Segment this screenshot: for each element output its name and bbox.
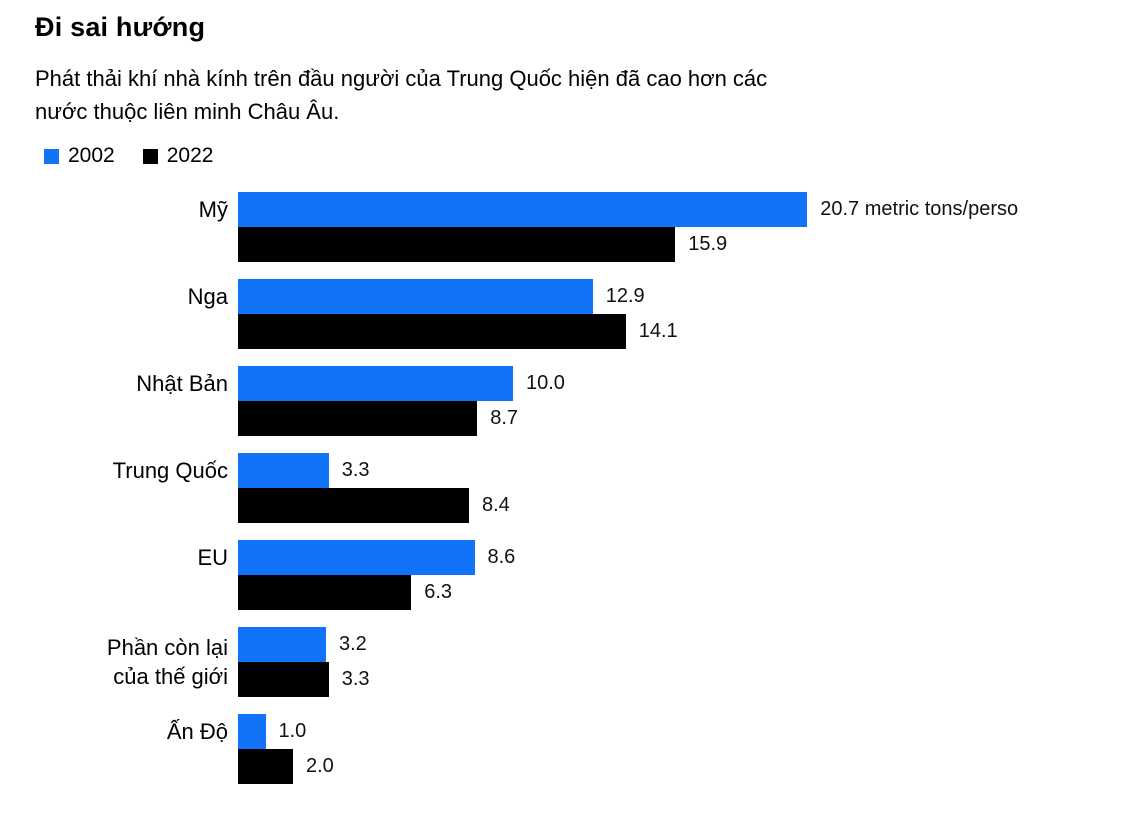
category-label: Mỹ xyxy=(198,197,228,222)
chart-subtitle: Phát thải khí nhà kính trên đầu người củ… xyxy=(35,66,768,124)
bar-line: 3.3 xyxy=(238,662,370,697)
bar-2022 xyxy=(238,488,469,523)
bar-line: 8.7 xyxy=(238,401,565,436)
bar-2022 xyxy=(238,401,478,436)
value-label-2002: 20.7 metric tons/perso xyxy=(820,198,1019,220)
bar-group: EU 8.6 6.3 xyxy=(0,540,1132,610)
bar-pair: 1.0 2.0 xyxy=(238,714,334,784)
value-label-2002: 3.2 xyxy=(339,633,367,655)
bar-pair: 8.6 6.3 xyxy=(238,540,515,610)
category-label: Phần còn lại của thế giới xyxy=(106,635,228,689)
bar-group: Ấn Độ 1.0 2.0 xyxy=(0,714,1132,784)
bar-line: 20.7 metric tons/perso xyxy=(238,192,1018,227)
legend: 2002 2022 xyxy=(44,144,213,168)
category-label: Ấn Độ xyxy=(166,719,228,744)
bar-pair: 10.0 8.7 xyxy=(238,366,565,436)
bar-2022 xyxy=(238,749,293,784)
category-label-col: Ấn Độ xyxy=(0,714,228,749)
value-label-2022: 3.3 xyxy=(341,668,370,690)
value-label-2002: 3.3 xyxy=(341,459,370,481)
value-label-2022: 14.1 xyxy=(638,320,678,342)
legend-item-2002: 2002 xyxy=(44,144,115,168)
legend-item-2022: 2022 xyxy=(142,144,214,168)
bar-pair: 20.7 metric tons/perso 15.9 xyxy=(238,192,1018,262)
bar-group: Mỹ 20.7 metric tons/perso 15.9 xyxy=(0,192,1132,262)
category-label-col: EU xyxy=(0,540,228,575)
bar-2002 xyxy=(238,714,266,749)
bar-group: Nga 12.9 14.1 xyxy=(0,279,1132,349)
bar-2002 xyxy=(238,453,329,488)
bar-line: 1.0 xyxy=(238,714,334,749)
bar-pair: 3.2 3.3 xyxy=(238,627,370,697)
legend-swatch-2002-icon xyxy=(44,148,59,164)
category-label-col: Phần còn lại của thế giới xyxy=(0,627,228,697)
bar-group: Phần còn lại của thế giới 3.2 3.3 xyxy=(0,627,1132,697)
bar-2002 xyxy=(238,366,513,401)
bar-2002 xyxy=(238,627,326,662)
category-label: Nhật Bản xyxy=(136,371,228,396)
value-label-2002: 12.9 xyxy=(605,285,645,307)
bar-pair: 3.3 8.4 xyxy=(238,453,510,523)
category-label: EU xyxy=(197,545,228,570)
bar-2002 xyxy=(238,540,475,575)
legend-label-2002: 2002 xyxy=(68,144,115,167)
category-label-col: Nhật Bản xyxy=(0,366,228,401)
bar-pair: 12.9 14.1 xyxy=(238,279,678,349)
value-label-2022: 15.9 xyxy=(688,233,728,255)
bar-line: 10.0 xyxy=(238,366,565,401)
value-label-2022: 8.7 xyxy=(490,407,519,429)
bar-2022 xyxy=(238,662,329,697)
chart: Mỹ 20.7 metric tons/perso 15.9 Nga 12.9 14.1 N… xyxy=(0,192,1132,784)
value-label-2002: 1.0 xyxy=(278,720,307,742)
value-label-2002: 10.0 xyxy=(526,372,565,394)
bar-2002 xyxy=(238,279,593,314)
bar-line: 3.2 xyxy=(238,627,370,662)
bar-line: 12.9 xyxy=(238,279,678,314)
value-label-2022: 8.4 xyxy=(482,494,510,516)
bar-2022 xyxy=(238,227,676,262)
category-label-col: Trung Quốc xyxy=(0,453,228,488)
value-label-2022: 2.0 xyxy=(306,755,334,777)
category-label: Nga xyxy=(187,284,228,309)
legend-swatch-2022-icon xyxy=(142,148,158,164)
bar-line: 8.6 xyxy=(238,540,515,575)
bar-group: Nhật Bản 10.0 8.7 xyxy=(0,366,1132,436)
bar-2022 xyxy=(238,575,412,610)
category-label: Trung Quốc xyxy=(112,458,228,483)
bar-line: 8.4 xyxy=(238,488,510,523)
legend-label-2022: 2022 xyxy=(166,144,214,167)
bar-line: 14.1 xyxy=(238,314,678,349)
category-label-col: Nga xyxy=(0,279,228,314)
value-label-2002: 8.6 xyxy=(487,546,516,568)
bar-line: 2.0 xyxy=(238,749,334,784)
bar-line: 6.3 xyxy=(238,575,515,610)
bar-2022 xyxy=(238,314,626,349)
category-label-col: Mỹ xyxy=(0,192,228,227)
value-label-2022: 6.3 xyxy=(424,581,453,603)
bar-group: Trung Quốc 3.3 8.4 xyxy=(0,453,1132,523)
bar-line: 15.9 xyxy=(238,227,1018,262)
bar-2002 xyxy=(238,192,808,227)
chart-title: Đi sai hướng xyxy=(35,12,206,42)
bar-line: 3.3 xyxy=(238,453,510,488)
